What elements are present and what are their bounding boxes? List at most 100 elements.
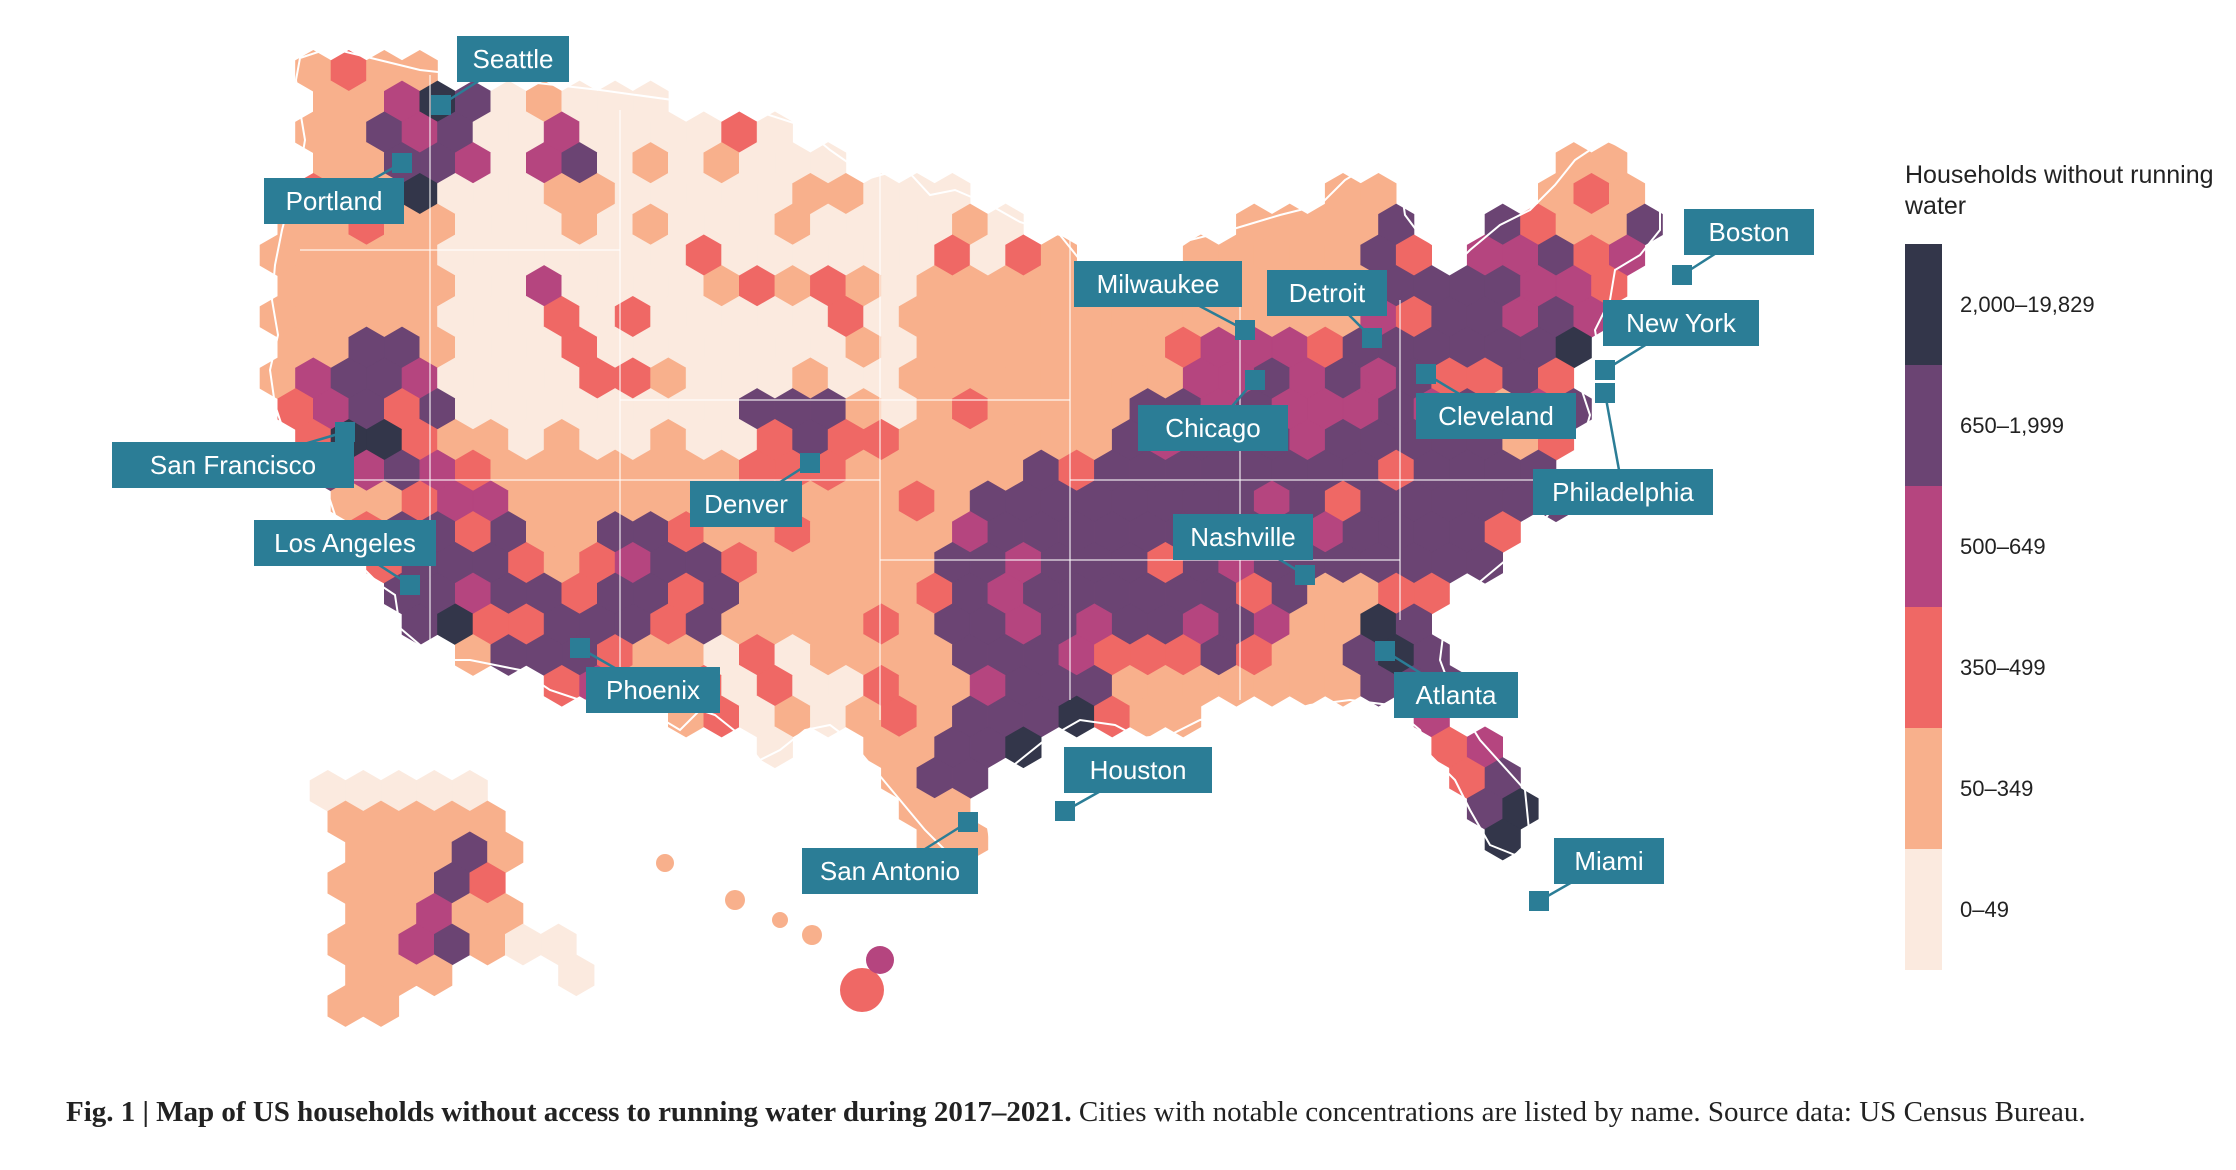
- city-name: New York: [1626, 308, 1737, 338]
- city-name: Philadelphia: [1552, 477, 1694, 507]
- city-label-philadelphia: Philadelphia: [1533, 383, 1713, 515]
- city-name: Phoenix: [606, 675, 700, 705]
- city-name: Los Angeles: [274, 528, 416, 558]
- city-marker: [1235, 320, 1255, 340]
- city-name: Chicago: [1165, 413, 1260, 443]
- city-label-boston: Boston: [1672, 209, 1814, 285]
- city-name: Portland: [286, 186, 383, 216]
- city-label-houston: Houston: [1055, 747, 1212, 821]
- hex-cell: [416, 954, 453, 997]
- city-marker: [1595, 360, 1615, 380]
- city-label-box: [1064, 747, 1212, 793]
- city-label-milwaukee: Milwaukee: [1074, 261, 1255, 340]
- city-marker: [1295, 565, 1315, 585]
- city-label-box: [1684, 209, 1814, 255]
- city-label-new-york: New York: [1595, 300, 1759, 380]
- city-label-box: [112, 442, 354, 488]
- legend-item: 2,000–19,829: [1905, 244, 2225, 365]
- city-name: Seattle: [473, 44, 554, 74]
- legend-label: 0–49: [1960, 896, 2009, 922]
- city-name: Miami: [1574, 846, 1643, 876]
- city-label-box: [1394, 672, 1518, 718]
- city-label-denver: Denver: [690, 453, 820, 527]
- city-name: San Francisco: [150, 450, 316, 480]
- city-label-san-antonio: San Antonio: [802, 812, 978, 894]
- figure-caption: Fig. 1 | Map of US households without ac…: [66, 1093, 2186, 1131]
- legend-label: 500–649: [1960, 533, 2046, 559]
- city-label-phoenix: Phoenix: [570, 638, 720, 713]
- hex-cell: [363, 985, 400, 1027]
- hex-cell: [1005, 726, 1042, 769]
- legend-swatch: [1905, 486, 1942, 607]
- city-marker: [1416, 364, 1436, 384]
- caption-text: Cities with notable concentrations are l…: [1071, 1096, 2086, 1128]
- city-marker: [958, 812, 978, 832]
- city-label-box: [1603, 300, 1759, 346]
- city-name: San Antonio: [820, 856, 960, 886]
- legend-title: Households without running water: [1905, 161, 2214, 220]
- city-name: Nashville: [1190, 522, 1296, 552]
- city-label-box: [1533, 469, 1713, 515]
- city-name: Detroit: [1289, 278, 1366, 308]
- hex-cell: [558, 954, 595, 997]
- city-label-chicago: Chicago: [1138, 370, 1288, 451]
- legend-label: 350–499: [1960, 654, 2046, 680]
- city-label-box: [586, 667, 720, 713]
- city-label-miami: Miami: [1529, 838, 1664, 911]
- island-shape: [866, 946, 894, 974]
- legend-item: 0–49: [1905, 849, 2225, 970]
- city-label-box: [1138, 405, 1288, 451]
- island-shape: [772, 912, 788, 928]
- city-marker: [1595, 383, 1615, 403]
- country-outline: [268, 46, 1661, 872]
- city-label-box: [254, 520, 436, 566]
- city-label-box: [1267, 270, 1387, 316]
- legend-item: 350–499: [1905, 607, 2225, 728]
- city-label-san-francisco: San Francisco: [112, 422, 355, 488]
- city-label-box: [1173, 514, 1313, 560]
- legend-swatch: [1905, 849, 1942, 970]
- city-label-cleveland: Cleveland: [1416, 364, 1576, 439]
- city-marker: [1672, 265, 1692, 285]
- city-label-portland: Portland: [264, 153, 412, 224]
- city-label-box: [1074, 261, 1242, 307]
- city-marker: [1362, 328, 1382, 348]
- city-label-box: [802, 848, 978, 894]
- city-marker: [800, 453, 820, 473]
- city-label-nashville: Nashville: [1173, 514, 1315, 585]
- caption-bold: Fig. 1 | Map of US households without ac…: [66, 1096, 1072, 1128]
- city-label-box: [1554, 838, 1664, 884]
- city-marker: [570, 638, 590, 658]
- us-hexbin-map: Seattle Portland San Francisco Los Angeles P…: [112, 36, 1814, 1027]
- city-name: Milwaukee: [1097, 269, 1220, 299]
- city-marker: [1529, 891, 1549, 911]
- island-shape: [802, 925, 822, 945]
- city-label-box: [1416, 393, 1576, 439]
- city-marker: [400, 575, 420, 595]
- hex-cell: [1165, 695, 1202, 738]
- city-labels-layer: Seattle Portland San Francisco Los Angeles P…: [112, 36, 1814, 911]
- city-label-box: [457, 36, 569, 82]
- legend: Households without running water 2,000–1…: [1905, 160, 2225, 970]
- city-label-box: [690, 481, 802, 527]
- hex-cell: [1466, 541, 1503, 584]
- city-label-seattle: Seattle: [431, 36, 569, 115]
- city-name: Cleveland: [1438, 401, 1554, 431]
- island-shape: [840, 968, 884, 1012]
- city-marker: [392, 153, 412, 173]
- city-name: Denver: [704, 489, 788, 519]
- city-name: Houston: [1090, 755, 1187, 785]
- city-name: Atlanta: [1416, 680, 1497, 710]
- city-label-atlanta: Atlanta: [1375, 641, 1518, 718]
- legend-swatch: [1905, 244, 1942, 365]
- legend-label: 2,000–19,829: [1960, 291, 2095, 317]
- legend-item: 650–1,999: [1905, 365, 2225, 486]
- legend-swatch: [1905, 607, 1942, 728]
- island-shape: [656, 854, 674, 872]
- legend-swatch: [1905, 728, 1942, 849]
- city-marker: [335, 422, 355, 442]
- city-label-box: [264, 178, 404, 224]
- legend-item: 500–649: [1905, 486, 2225, 607]
- legend-swatch: [1905, 365, 1942, 486]
- city-marker: [1245, 370, 1265, 390]
